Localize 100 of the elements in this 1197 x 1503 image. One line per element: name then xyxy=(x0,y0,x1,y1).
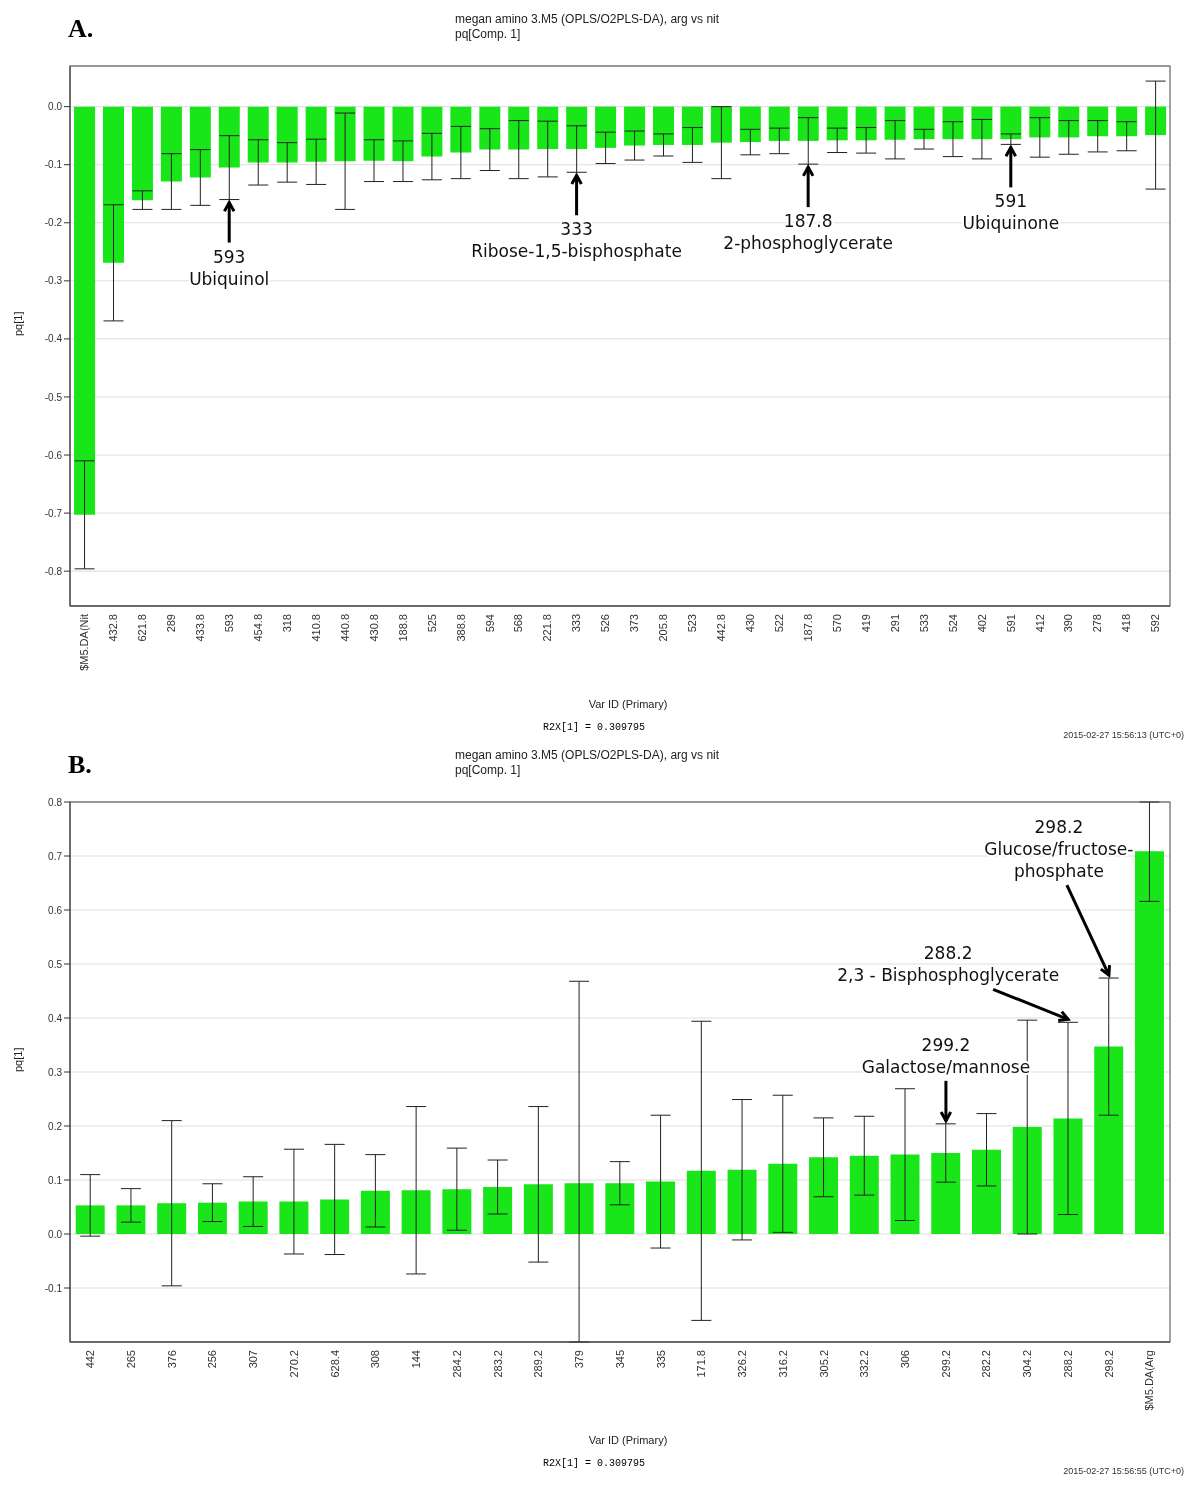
x-tick-label: 288.2 xyxy=(1061,1350,1074,1378)
x-tick-label: 299.2 xyxy=(939,1350,952,1378)
y-tick-label: 0.8 xyxy=(48,796,63,808)
x-tick-label: 454.8 xyxy=(251,614,264,642)
x-tick-label: 594 xyxy=(483,614,496,633)
bar xyxy=(1094,1046,1124,1234)
x-axis-title: Var ID (Primary) xyxy=(587,1434,669,1446)
bar xyxy=(1134,851,1164,1234)
text: R2X[1] = 0.309795 xyxy=(543,722,646,733)
x-tick-label: 410.8 xyxy=(309,614,322,642)
chart-subtitle: pq[Comp. 1] xyxy=(455,763,522,778)
x-tick-label: 188.8 xyxy=(396,614,409,642)
y-tick-label: 0.0 xyxy=(48,101,63,113)
x-tick-label: 289.2 xyxy=(532,1350,545,1378)
bar xyxy=(483,1187,513,1234)
x-tick-label: 525 xyxy=(425,614,438,633)
y-tick-label: -0.8 xyxy=(44,565,63,577)
x-tick-label: 524 xyxy=(946,614,959,633)
x-tick-label: 270.2 xyxy=(287,1350,300,1378)
x-tick-label: 433.8 xyxy=(194,614,207,642)
bar xyxy=(890,1154,920,1234)
bar xyxy=(75,1205,105,1234)
text: 2015-02-27 15:56:55 (UTC+0) xyxy=(1063,1466,1184,1476)
text: R2X[1] = 0.309795 xyxy=(543,1458,646,1469)
y-tick-label: -0.4 xyxy=(44,333,63,345)
x-tick-label: 298.2 xyxy=(1102,1350,1115,1378)
x-axis-title: Var ID (Primary) xyxy=(587,698,669,710)
bar xyxy=(1012,1127,1042,1234)
x-tick-label: 593 xyxy=(223,614,236,633)
y-axis-title: pq[1] xyxy=(11,311,24,336)
x-tick-label: 332.2 xyxy=(858,1350,871,1378)
x-tick-label: 345 xyxy=(613,1350,626,1369)
y-tick-label: 0.2 xyxy=(48,1120,63,1132)
annotation: 333 Ribose-1,5-bisphosphate xyxy=(471,219,682,262)
x-tick-label: 430.8 xyxy=(367,614,380,642)
x-tick-label: 278 xyxy=(1091,614,1104,633)
x-tick-label: 442 xyxy=(84,1350,97,1369)
x-tick-label: 318 xyxy=(280,614,293,633)
x-tick-label: 379 xyxy=(573,1350,586,1369)
bar xyxy=(442,1189,472,1234)
y-tick-label: 0.0 xyxy=(48,1228,63,1240)
y-tick-label: 0.1 xyxy=(48,1174,63,1186)
y-tick-label: -0.5 xyxy=(44,391,63,403)
x-tick-label: 522 xyxy=(773,614,786,633)
text: A. xyxy=(68,14,94,44)
bar xyxy=(401,1190,431,1234)
x-tick-label: 440.8 xyxy=(338,614,351,642)
x-tick-label: 402 xyxy=(975,614,988,633)
bar xyxy=(605,1183,635,1234)
x-tick-label: 187.8 xyxy=(801,614,814,642)
bar xyxy=(523,1184,553,1234)
y-tick-label: -0.6 xyxy=(44,449,63,461)
bar xyxy=(646,1181,676,1234)
x-tick-label: 326.2 xyxy=(736,1350,749,1378)
x-tick-label: 333 xyxy=(570,614,583,633)
bar xyxy=(564,1183,594,1234)
annotation: 298.2 Glucose/fructose- phosphate xyxy=(984,817,1134,882)
x-tick-label: 306 xyxy=(899,1350,911,1369)
y-tick-label: 0.4 xyxy=(48,1012,63,1024)
y-tick-label: -0.2 xyxy=(44,217,63,229)
y-tick-label: 0.5 xyxy=(48,958,63,970)
x-tick-label: $M5.DA(Arg xyxy=(1143,1350,1156,1411)
chart-title: megan amino 3.M5 (OPLS/O2PLS-DA), arg vs nit xyxy=(455,12,720,27)
x-tick-label: 308 xyxy=(369,1350,382,1369)
bar xyxy=(238,1201,268,1234)
x-tick-label: 570 xyxy=(830,614,843,633)
bar xyxy=(279,1201,309,1234)
y-tick-label: -0.7 xyxy=(44,507,63,519)
x-tick-label: 523 xyxy=(686,614,699,633)
bar xyxy=(1053,1118,1083,1234)
text: B. xyxy=(68,750,92,780)
y-tick-label: 0.6 xyxy=(48,904,63,916)
x-tick-label: 316.2 xyxy=(776,1350,789,1378)
bar xyxy=(931,1153,961,1234)
y-tick-label: 0.3 xyxy=(48,1066,63,1078)
x-tick-label: 305.2 xyxy=(817,1350,830,1378)
x-tick-label: 592 xyxy=(1149,614,1162,633)
x-tick-label: 284.2 xyxy=(450,1350,463,1378)
x-tick-label: 430 xyxy=(744,614,757,633)
x-tick-label: 283.2 xyxy=(491,1350,504,1378)
x-tick-label: 221.8 xyxy=(541,614,554,642)
x-tick-label: $M5.DA(Nit xyxy=(78,614,91,671)
bar xyxy=(197,1202,227,1234)
bar xyxy=(768,1163,798,1234)
bar xyxy=(727,1169,757,1234)
x-tick-label: 256 xyxy=(206,1350,219,1369)
bar xyxy=(849,1155,879,1234)
bar xyxy=(320,1199,350,1234)
y-tick-label: -0.1 xyxy=(44,1282,63,1294)
x-tick-label: 628.4 xyxy=(328,1350,341,1378)
x-tick-label: 442.8 xyxy=(715,614,728,642)
bar xyxy=(972,1149,1001,1234)
annotation: 187.8 2-phosphoglycerate xyxy=(723,211,893,254)
y-axis-title: pq[1] xyxy=(11,1047,24,1072)
chart-subtitle: pq[Comp. 1] xyxy=(455,27,522,42)
y-tick-label: 0.7 xyxy=(48,850,63,862)
x-tick-label: 335 xyxy=(654,1350,667,1369)
x-tick-label: 568 xyxy=(512,614,525,633)
y-tick-label: -0.3 xyxy=(44,275,63,287)
x-tick-label: 307 xyxy=(247,1350,260,1369)
